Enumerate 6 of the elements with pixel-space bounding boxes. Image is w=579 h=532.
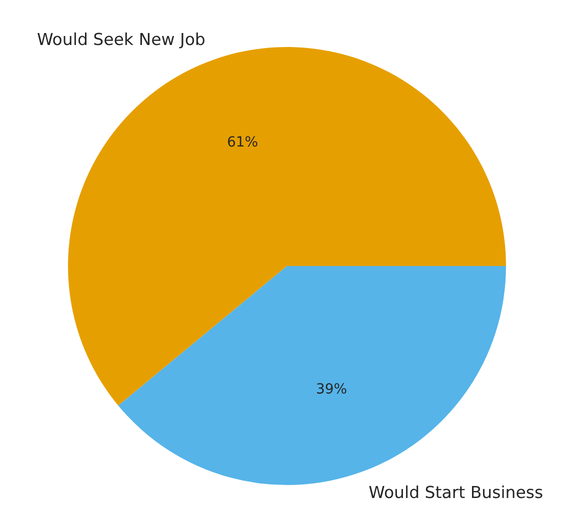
pie-slice: [68, 47, 506, 406]
slice-label: Would Seek New Job: [36, 30, 206, 49]
data-label: 61%: [226, 134, 258, 150]
pie-slice: [118, 266, 506, 485]
data-label: 39%: [316, 382, 348, 398]
slice-label: Would Start Business: [368, 483, 544, 502]
